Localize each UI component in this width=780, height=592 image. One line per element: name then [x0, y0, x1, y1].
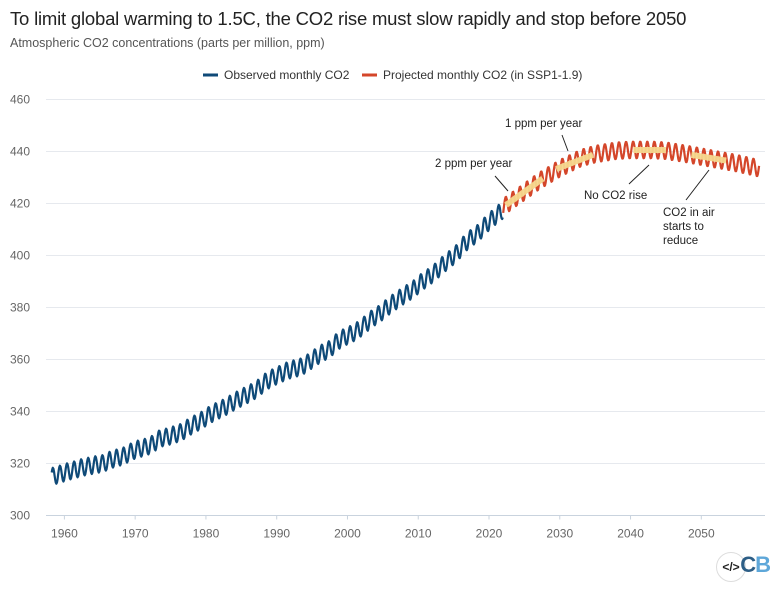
annotation-no-rise: No CO2 rise — [584, 190, 647, 202]
y-tick-label: 380 — [10, 301, 30, 315]
chart-subtitle: Atmospheric CO2 concentrations (parts pe… — [10, 36, 325, 50]
x-tick-label: 1970 — [122, 527, 149, 541]
annotation-leader — [494, 175, 509, 192]
y-tick-label: 320 — [10, 457, 30, 471]
trend-highlight — [504, 176, 545, 208]
y-tick-label: 460 — [10, 93, 30, 107]
legend-label-observed: Observed monthly CO2 — [224, 68, 350, 82]
chart-title: To limit global warming to 1.5C, the CO2… — [10, 8, 687, 29]
annotation-reduce-2: starts to — [663, 221, 704, 233]
annotations: 2 ppm per year 1 ppm per year No CO2 ris… — [435, 118, 715, 247]
annotation-1ppm: 1 ppm per year — [505, 118, 583, 130]
trend-highlight — [690, 151, 727, 164]
x-tick-label: 1960 — [51, 527, 78, 541]
annotation-reduce-1: CO2 in air — [663, 207, 715, 219]
annotation-2ppm: 2 ppm per year — [435, 158, 513, 170]
carbon-brief-logo: CB — [740, 552, 771, 577]
y-tick-label: 360 — [10, 353, 30, 367]
y-tick-label: 300 — [10, 509, 30, 523]
x-tick-label: 1980 — [193, 527, 220, 541]
y-tick-label: 420 — [10, 197, 30, 211]
annotation-leader — [561, 134, 569, 152]
x-tick-label: 2050 — [688, 527, 715, 541]
y-tick-label: 400 — [10, 249, 30, 263]
x-tick-label: 2020 — [476, 527, 503, 541]
annotation-reduce-3: reduce — [663, 235, 698, 247]
y-tick-label: 340 — [10, 405, 30, 419]
annotation-leader — [685, 169, 710, 201]
x-tick-label: 2040 — [617, 527, 644, 541]
trend-highlight — [555, 152, 595, 172]
legend-label-projected: Projected monthly CO2 (in SSP1-1.9) — [383, 68, 582, 82]
code-icon[interactable]: </> — [716, 552, 746, 582]
legend: Observed monthly CO2 Projected monthly C… — [203, 68, 582, 82]
x-tick-label: 2030 — [546, 527, 573, 541]
x-tick-label: 2000 — [334, 527, 361, 541]
y-tick-label: 440 — [10, 145, 30, 159]
series-observed-line — [50, 203, 504, 485]
x-tick-label: 1990 — [263, 527, 290, 541]
annotation-leader — [628, 164, 650, 185]
x-tick-label: 2010 — [405, 527, 432, 541]
